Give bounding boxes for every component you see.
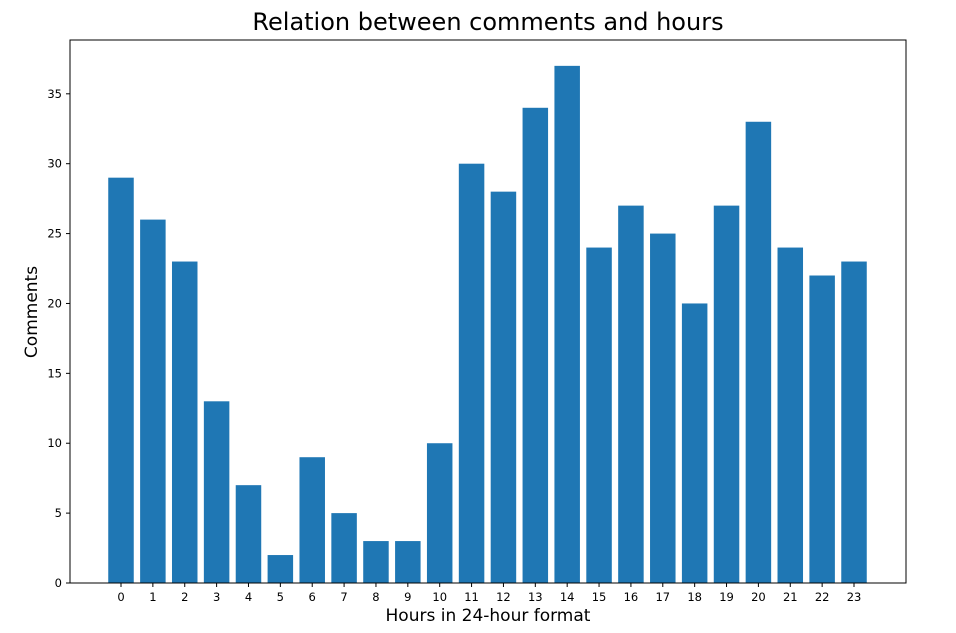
x-tick-label: 5	[277, 590, 284, 604]
x-tick-label: 11	[464, 590, 479, 604]
bar-15	[586, 247, 612, 584]
bar-13	[522, 107, 549, 583]
y-tick-label: 15	[47, 366, 62, 380]
bar-19	[713, 205, 740, 583]
x-tick-label: 1	[149, 590, 156, 604]
bar-9	[395, 541, 421, 583]
chart-title: Relation between comments and hours	[252, 8, 723, 36]
bar-8	[363, 541, 389, 583]
bar-12	[490, 191, 517, 583]
x-tick-label: 21	[783, 590, 798, 604]
x-tick-label: 8	[372, 590, 379, 604]
x-tick-label: 12	[496, 590, 511, 604]
x-tick-label: 20	[751, 590, 766, 604]
x-tick-label: 6	[309, 590, 316, 604]
bar-3	[203, 401, 230, 583]
x-tick-label: 17	[655, 590, 670, 604]
bar-4	[235, 485, 262, 583]
x-tick-label: 18	[687, 590, 702, 604]
x-tick-label: 14	[560, 590, 575, 604]
x-tick-label: 13	[528, 590, 543, 604]
bar-2	[171, 261, 198, 583]
x-tick-label: 23	[847, 590, 862, 604]
bar-23	[841, 261, 867, 583]
x-tick-label: 16	[624, 590, 639, 604]
x-tick-label: 4	[245, 590, 252, 604]
y-tick-label: 5	[55, 506, 62, 520]
x-tick-label: 10	[432, 590, 447, 604]
bar-14	[554, 65, 580, 584]
y-tick-label: 0	[55, 576, 62, 590]
bar-21	[777, 247, 804, 584]
bar-11	[458, 163, 485, 583]
bars-group	[108, 65, 867, 584]
x-tick-label: 19	[719, 590, 734, 604]
bar-1	[140, 219, 166, 584]
x-tick-label: 0	[117, 590, 124, 604]
x-tick-label: 2	[181, 590, 188, 604]
y-tick-label: 35	[47, 87, 62, 101]
y-tick-label: 30	[47, 157, 62, 171]
plot-frame	[69, 39, 907, 584]
bar-16	[618, 205, 644, 583]
x-axis-label: Hours in 24-hour format	[386, 606, 591, 626]
bar-17	[650, 233, 676, 583]
bar-0	[108, 177, 134, 583]
y-tick-label: 20	[47, 296, 62, 310]
bar-18	[681, 303, 708, 583]
y-axis-ticks: 0 5 10 15 20 25 30 35	[47, 87, 70, 590]
bar-10	[426, 443, 453, 583]
x-tick-label: 3	[213, 590, 220, 604]
y-axis-label: Comments	[22, 266, 42, 358]
y-tick-label: 25	[47, 227, 62, 241]
bar-6	[299, 457, 325, 583]
x-axis-ticks: 0 1 2 3 4 5 6 7 8 9 10 11 12 13 14 15 16 17 18 19 20 21 22 23	[117, 583, 861, 604]
x-tick-label: 15	[592, 590, 607, 604]
x-tick-label: 22	[815, 590, 830, 604]
bar-22	[809, 275, 835, 583]
bar-5	[267, 555, 294, 583]
bar-7	[331, 513, 357, 583]
x-tick-label: 7	[340, 590, 347, 604]
x-tick-label: 9	[404, 590, 411, 604]
bar-20	[745, 121, 772, 584]
y-tick-label: 10	[47, 436, 62, 450]
